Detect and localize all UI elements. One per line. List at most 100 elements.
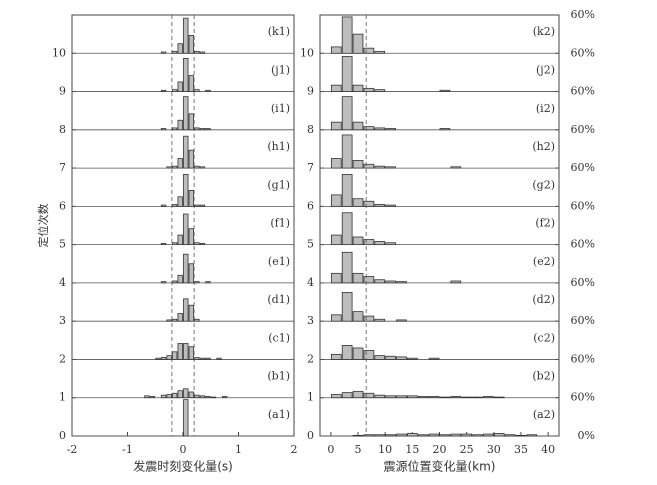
hist-bar: [341, 251, 353, 284]
hist-bar: [450, 396, 462, 399]
y-tick-label: 8: [59, 123, 66, 136]
hist-bar: [221, 396, 228, 399]
y-tick-label: 10: [300, 46, 314, 59]
hist-bar: [160, 51, 167, 54]
hist-bar: [439, 396, 451, 399]
hist-bar: [352, 272, 364, 284]
hist-bar: [205, 128, 211, 131]
row-label: (b1): [267, 370, 290, 383]
hist-bar: [177, 234, 183, 246]
hist-bar: [352, 347, 364, 360]
hist-bar: [199, 204, 206, 207]
hist-bar: [188, 190, 195, 207]
hist-bar: [385, 204, 396, 207]
x-tick-label: -2: [67, 443, 78, 456]
hist-bar: [396, 433, 407, 437]
y-tick-label: 3: [307, 314, 314, 327]
hist-bar: [407, 395, 418, 399]
hist-bar: [385, 166, 396, 169]
hist-bar: [439, 89, 451, 92]
row-label: (f2): [535, 217, 555, 230]
hist-bar: [374, 89, 386, 92]
hist-bar: [330, 84, 342, 92]
hist-bar: [374, 279, 386, 284]
hist-bar: [472, 434, 483, 437]
hist-bar: [183, 17, 189, 54]
hist-bar: [330, 194, 342, 207]
row-label: (k1): [268, 25, 290, 38]
hist-bar: [363, 47, 375, 54]
y2-tick-label: 60%: [571, 123, 595, 136]
hist-bar: [407, 433, 418, 437]
y-tick-label: 3: [59, 314, 66, 327]
row-label: (h2): [532, 140, 555, 153]
hist-bar: [341, 292, 353, 322]
hist-bar: [363, 126, 375, 131]
hist-bar: [166, 355, 172, 360]
hist-bar: [194, 127, 200, 131]
hist-bar: [166, 319, 172, 322]
hist-bar: [515, 434, 527, 437]
x-tick-label: 5: [355, 443, 362, 456]
y-tick-label: 1: [307, 391, 314, 404]
hist-bar: [205, 281, 211, 284]
hist-bar: [177, 343, 183, 360]
hist-bar: [188, 75, 195, 92]
hist-bar: [363, 87, 375, 92]
y2-tick-label: 60%: [571, 199, 595, 212]
hist-bar: [171, 280, 178, 284]
hist-bar: [363, 276, 375, 284]
hist-bar: [352, 84, 364, 92]
hist-bar: [341, 212, 353, 246]
hist-bar: [171, 242, 178, 246]
hist-bar: [352, 198, 364, 207]
hist-bar: [385, 395, 396, 399]
hist-bar: [171, 318, 178, 322]
hist-bar: [188, 228, 195, 246]
hist-bar: [363, 239, 375, 246]
hist-bar: [177, 158, 183, 169]
plot-frame: [319, 14, 560, 437]
row-label: (a2): [533, 408, 555, 421]
hist-bar: [194, 394, 200, 399]
hist-bar: [396, 319, 407, 322]
hist-bar: [363, 200, 375, 207]
hist-bar: [149, 396, 156, 399]
row-label: (e1): [268, 255, 290, 268]
hist-bar: [194, 165, 200, 169]
hist-bar: [205, 357, 211, 360]
hist-bar: [160, 281, 167, 284]
hist-bar: [171, 127, 178, 131]
hist-bar: [396, 356, 407, 360]
hist-bar: [352, 121, 364, 131]
hist-bar: [171, 204, 178, 207]
hist-bar: [374, 204, 386, 207]
y-tick-label: 0: [307, 429, 314, 442]
hist-bar: [363, 350, 375, 360]
hist-bar: [183, 174, 189, 207]
hist-bar: [352, 160, 364, 169]
x-tick-label: 35: [514, 443, 528, 456]
hist-bar: [428, 396, 440, 399]
hist-bar: [183, 399, 189, 437]
hist-bar: [450, 280, 462, 284]
x-tick-label: 30: [487, 443, 501, 456]
hist-bar: [363, 392, 375, 399]
hist-bar: [417, 396, 429, 399]
hist-bar: [461, 433, 472, 437]
hist-bar: [160, 242, 167, 246]
row-label: (i1): [271, 102, 290, 115]
hist-bar: [352, 434, 364, 437]
hist-bar: [396, 395, 407, 399]
hist-bar: [194, 281, 200, 284]
hist-bar: [385, 128, 396, 131]
y2-tick-label: 60%: [571, 391, 595, 404]
hist-bar: [450, 166, 462, 169]
hist-bar: [194, 89, 200, 92]
x-tick-label: 10: [378, 443, 392, 456]
row-label: (g1): [267, 178, 290, 191]
hist-bar: [461, 396, 472, 399]
y-tick-label: 1: [59, 391, 66, 404]
x-tick-label: 1: [235, 443, 242, 456]
